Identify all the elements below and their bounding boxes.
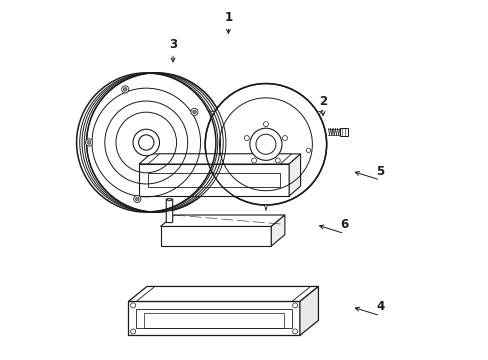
Ellipse shape — [138, 135, 154, 150]
Circle shape — [130, 303, 135, 308]
Polygon shape — [128, 301, 299, 336]
Ellipse shape — [205, 84, 326, 205]
Circle shape — [251, 158, 256, 163]
Circle shape — [263, 122, 268, 127]
Polygon shape — [148, 154, 291, 164]
Circle shape — [275, 158, 280, 163]
Circle shape — [87, 141, 91, 144]
Polygon shape — [299, 287, 318, 336]
Circle shape — [130, 329, 135, 334]
Circle shape — [292, 303, 297, 308]
Circle shape — [135, 197, 139, 201]
Ellipse shape — [249, 128, 282, 160]
Circle shape — [134, 195, 141, 202]
Text: 3: 3 — [169, 38, 177, 51]
Circle shape — [123, 87, 127, 91]
Circle shape — [192, 110, 196, 114]
Polygon shape — [317, 111, 323, 114]
Ellipse shape — [166, 199, 172, 201]
Polygon shape — [208, 111, 214, 114]
Polygon shape — [148, 173, 280, 187]
Circle shape — [282, 136, 287, 140]
Polygon shape — [128, 287, 318, 301]
Polygon shape — [139, 164, 288, 196]
Circle shape — [292, 329, 297, 334]
Text: 2: 2 — [318, 95, 326, 108]
Polygon shape — [139, 154, 300, 164]
Polygon shape — [160, 226, 271, 246]
Polygon shape — [271, 215, 285, 246]
Text: 4: 4 — [375, 300, 384, 313]
Circle shape — [122, 86, 128, 93]
Circle shape — [244, 136, 249, 140]
Circle shape — [85, 139, 93, 146]
Polygon shape — [264, 205, 267, 211]
Circle shape — [305, 148, 310, 153]
Text: 1: 1 — [224, 11, 232, 24]
FancyBboxPatch shape — [339, 128, 347, 136]
FancyBboxPatch shape — [166, 199, 172, 222]
Circle shape — [190, 108, 198, 116]
Ellipse shape — [133, 129, 159, 156]
Polygon shape — [160, 215, 285, 226]
Ellipse shape — [86, 73, 225, 212]
Text: 5: 5 — [375, 165, 384, 177]
Polygon shape — [288, 154, 300, 196]
Text: 6: 6 — [340, 218, 348, 231]
